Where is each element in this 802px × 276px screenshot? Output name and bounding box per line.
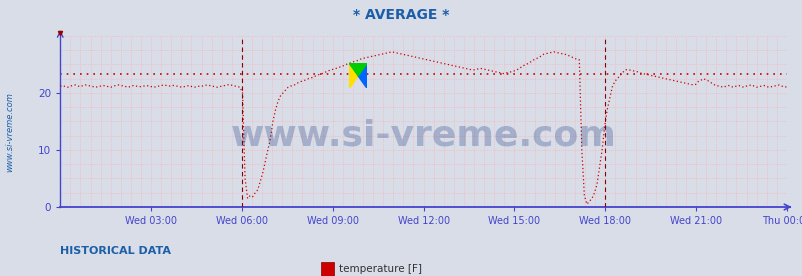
Polygon shape — [358, 63, 367, 88]
Text: * AVERAGE *: * AVERAGE * — [353, 8, 449, 22]
Text: HISTORICAL DATA: HISTORICAL DATA — [60, 246, 171, 256]
Text: www.si-vreme.com: www.si-vreme.com — [230, 118, 616, 152]
Text: www.si-vreme.com: www.si-vreme.com — [5, 92, 14, 172]
Polygon shape — [349, 63, 367, 76]
Polygon shape — [349, 63, 358, 88]
Text: temperature [F]: temperature [F] — [338, 264, 421, 274]
